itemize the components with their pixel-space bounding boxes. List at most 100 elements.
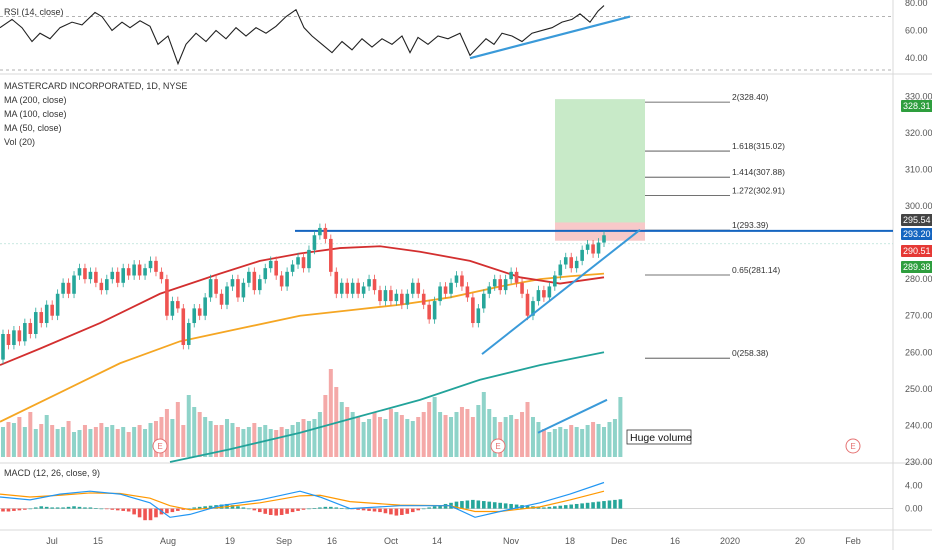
macd-histogram-bar [132,508,136,515]
candle [154,256,158,277]
macd-histogram-bar [356,508,360,510]
candle [465,282,470,302]
candle-body [542,290,546,298]
macd-histogram-bar [339,508,344,509]
candle [329,234,333,277]
macd-histogram-bar [39,506,44,509]
macd-histogram-bar [465,500,470,509]
macd-histogram-bar [394,508,399,516]
volume-bar [361,422,366,457]
candle [28,318,33,339]
macd-histogram-bar [268,508,273,515]
volume-bar [82,425,87,457]
volume-bar [580,429,585,457]
price-badge-text: 295.54 [903,215,931,225]
candle [285,267,289,291]
volume-bar [410,421,415,457]
candle [44,300,49,328]
macd-tick-label: 4.00 [905,480,923,490]
volume-bar [148,423,153,457]
volume-bar [328,369,333,457]
volume-bar [274,430,279,457]
candle [263,263,268,284]
price-tick-label: 310.00 [905,164,932,174]
candle [449,278,453,299]
candle-body [1,334,5,360]
candle [323,223,328,244]
macd-histogram-bar [181,508,186,510]
candle-body [28,323,33,334]
candle-body [361,286,366,294]
candle-body [427,304,431,320]
candle [427,300,431,324]
candle-body [416,282,421,294]
price-tick-label: 300.00 [905,201,932,211]
candle [126,263,131,280]
target-zone [555,99,645,231]
candle [17,325,22,346]
macd-histogram-bar [438,505,442,509]
candle-body [263,268,268,280]
candle-body [410,282,415,294]
candle-body [591,244,595,254]
candle [165,274,169,321]
candle [55,289,60,321]
candle-body [356,282,360,294]
candle-body [12,330,16,345]
price-tick-label: 260.00 [905,347,932,357]
volume-bar [558,427,563,457]
volume-bar [481,392,486,457]
macd-histogram-bar [383,508,388,514]
macd-histogram-bar [257,508,262,513]
candle [443,282,448,299]
fib-level-label: 0(258.38) [732,348,769,358]
candle [318,223,322,240]
earnings-marker-icon [845,438,861,454]
candle-body [492,279,497,287]
annotation-box [626,429,692,445]
candle-body [454,275,459,283]
volume-bar [164,409,169,457]
macd-histogram-bar [591,502,595,509]
volume-bar [22,427,27,457]
candle-body [219,293,224,305]
candle [33,307,38,339]
macd-histogram-bar [487,501,492,509]
candle-body [301,257,306,269]
price-badge-bg [901,100,932,112]
macd-histogram-bar [536,506,541,509]
volume-bar [252,423,257,457]
macd-histogram-bar [585,502,590,509]
price-tick-label: 250.00 [905,384,932,394]
candle-body [39,312,44,324]
macd-histogram-bar [208,505,213,509]
candle-body [339,282,344,294]
volume-bar [563,429,568,457]
fib-level-label: 1.272(302.91) [732,185,785,195]
time-tick-label: Aug [160,536,176,546]
macd-histogram-bar [263,508,268,514]
candle-body [257,279,262,291]
candle-body [558,264,563,276]
candle [208,274,213,302]
volume-bar [399,415,404,457]
candle-body [318,227,322,236]
candle [389,285,393,306]
candle [498,274,502,295]
candle [279,271,284,291]
candle [214,274,218,299]
candle-body [476,308,481,324]
volume-bar [208,421,213,457]
candle-body [290,264,295,272]
volume-bar [552,429,557,457]
candle [339,278,344,299]
candle-body [432,301,437,320]
candle-body [6,334,11,345]
volume-bar [153,421,158,457]
volume-bar [159,417,164,457]
candle [241,278,246,302]
rsi-tick-label: 60.00 [905,25,928,35]
price-tick-label: 330.00 [905,91,932,101]
volume-bar [427,402,432,457]
